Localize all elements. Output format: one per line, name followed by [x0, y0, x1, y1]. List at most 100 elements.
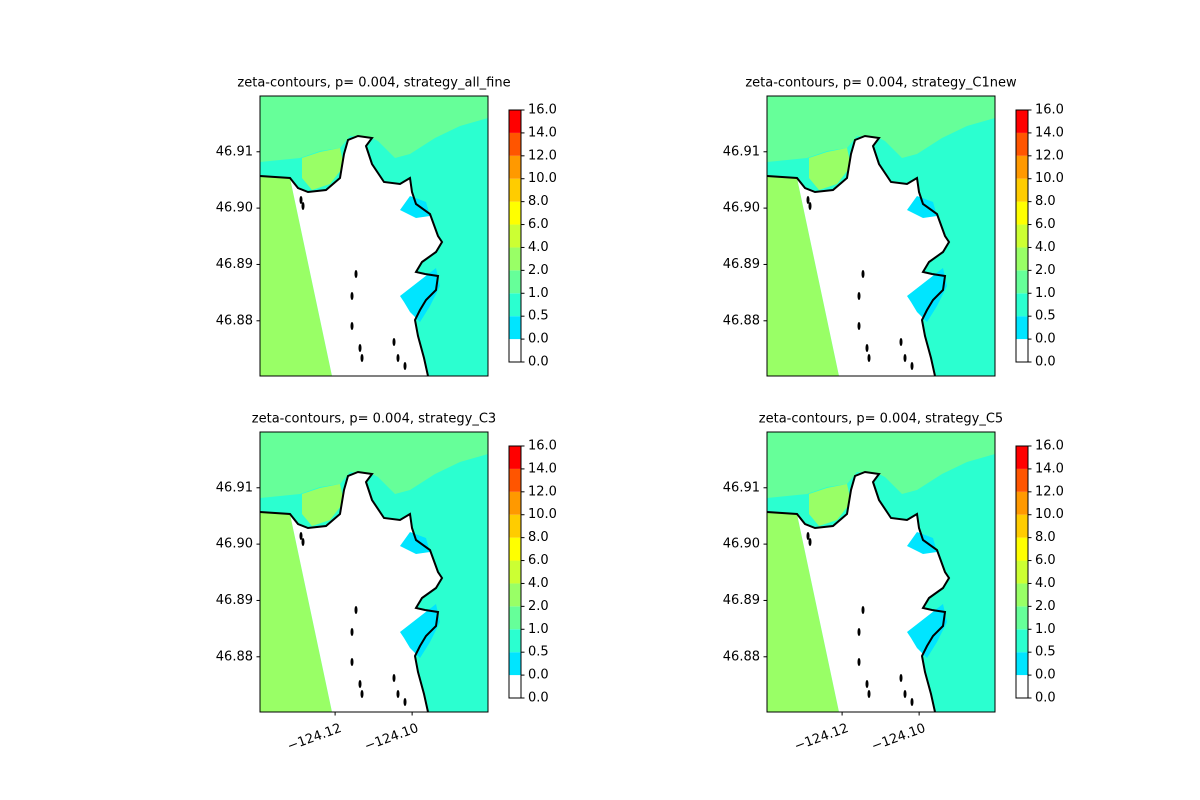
colorbar-segment — [509, 155, 521, 179]
x-tick-label: −124.12 — [793, 721, 851, 754]
contour-region — [767, 176, 839, 376]
coastline — [259, 134, 444, 377]
island — [899, 338, 903, 346]
contour-region — [907, 196, 937, 218]
colorbar-label: 2.0 — [528, 599, 549, 614]
x-tick-label: −124.12 — [286, 721, 344, 754]
colorbar-segment — [509, 537, 521, 561]
colorbar-label: 4.0 — [528, 240, 549, 255]
colorbar-label: 12.0 — [1035, 484, 1064, 499]
colorbar-label: 10.0 — [528, 171, 557, 186]
colorbar-segment — [1016, 652, 1028, 676]
coastline — [259, 470, 444, 713]
colorbar-frame — [1015, 445, 1029, 699]
colorbar-label: 0.0 — [1035, 355, 1056, 370]
colorbar-segment — [1016, 293, 1028, 317]
colorbar-segment — [1016, 247, 1028, 271]
colorbar-label: 0.0 — [528, 691, 549, 706]
island — [358, 344, 362, 352]
x-tick-label: −124.10 — [363, 721, 421, 754]
colorbar-segment — [1016, 491, 1028, 515]
island — [806, 196, 810, 204]
y-tick-label: 46.88 — [723, 649, 760, 664]
colorbar-label: 4.0 — [1035, 576, 1056, 591]
colorbar-label: 4.0 — [1035, 240, 1056, 255]
colorbar-segment — [1016, 270, 1028, 294]
colorbar-segment — [509, 446, 521, 469]
y-tick-label: 46.90 — [216, 537, 253, 552]
y-tick-label: 46.91 — [723, 480, 760, 495]
island — [808, 202, 812, 210]
colorbar-label: 0.5 — [1035, 645, 1056, 660]
y-tick-label: 46.91 — [216, 144, 253, 159]
colorbar-label: 0.5 — [1035, 309, 1056, 324]
colorbar-segment — [1016, 675, 1028, 698]
colorbar-frame — [508, 445, 522, 699]
colorbar-label: 8.0 — [528, 194, 549, 209]
colorbar-segment — [1016, 339, 1028, 362]
colorbar-segment — [1016, 316, 1028, 340]
island — [350, 628, 354, 636]
colorbar-label: 16.0 — [1035, 103, 1064, 118]
colorbar-segment — [509, 224, 521, 248]
colorbar-segment — [1016, 468, 1028, 492]
colorbar-label: 6.0 — [1035, 553, 1056, 568]
colorbar-label: 10.0 — [1035, 507, 1064, 522]
colorbar-label: 6.0 — [1035, 217, 1056, 232]
colorbar-label: 16.0 — [1035, 439, 1064, 454]
colorbar-label: 6.0 — [528, 217, 549, 232]
colorbar-segment — [1016, 560, 1028, 584]
colorbar-segment — [509, 132, 521, 156]
colorbar-segment — [509, 514, 521, 538]
island — [857, 628, 861, 636]
coastline — [766, 134, 951, 377]
colorbar-segment — [1016, 629, 1028, 653]
colorbar-segment — [1016, 178, 1028, 202]
colorbar-segment — [509, 339, 521, 362]
contour-region — [260, 96, 488, 162]
contour-region — [809, 484, 851, 526]
colorbar-label: 1.0 — [528, 286, 549, 301]
colorbar-label: 0.0 — [528, 668, 549, 683]
island — [910, 698, 914, 706]
y-tick-label: 46.89 — [723, 593, 760, 608]
island — [299, 532, 303, 540]
island — [808, 538, 812, 546]
panel-title: zeta-contours, p= 0.004, strategy_C5 — [759, 412, 1003, 427]
island — [806, 532, 810, 540]
coastline — [766, 470, 951, 713]
colorbar-segment — [1016, 155, 1028, 179]
colorbar-label: 1.0 — [528, 622, 549, 637]
island — [857, 658, 861, 666]
colorbar-label: 1.0 — [1035, 622, 1056, 637]
colorbar-segment — [509, 468, 521, 492]
contour-region — [400, 196, 430, 218]
panel-title: zeta-contours, p= 0.004, strategy_C3 — [252, 412, 496, 427]
island — [360, 354, 364, 362]
land — [290, 472, 442, 712]
colorbar-segment — [1016, 132, 1028, 156]
island — [350, 658, 354, 666]
colorbar-label: 2.0 — [528, 263, 549, 278]
colorbar-label: 12.0 — [528, 484, 557, 499]
contour-region — [767, 432, 995, 498]
land — [797, 136, 949, 376]
colorbar-segment — [509, 247, 521, 271]
panel-title: zeta-contours, p= 0.004, strategy_all_fi… — [237, 76, 510, 91]
y-tick-label: 46.88 — [723, 313, 760, 328]
island — [903, 354, 907, 362]
colorbar-label: 0.0 — [528, 332, 549, 347]
colorbar-label: 0.0 — [1035, 668, 1056, 683]
island — [865, 344, 869, 352]
colorbar-label: 14.0 — [528, 461, 557, 476]
y-tick-label: 46.89 — [216, 593, 253, 608]
island — [392, 338, 396, 346]
colorbar-segment — [1016, 224, 1028, 248]
contour-region — [809, 148, 851, 190]
contour-region — [302, 484, 344, 526]
land — [290, 136, 442, 376]
x-tick-label: −124.10 — [870, 721, 928, 754]
colorbar-segment — [1016, 446, 1028, 469]
colorbar-label: 8.0 — [1035, 530, 1056, 545]
contour-region — [907, 604, 947, 658]
